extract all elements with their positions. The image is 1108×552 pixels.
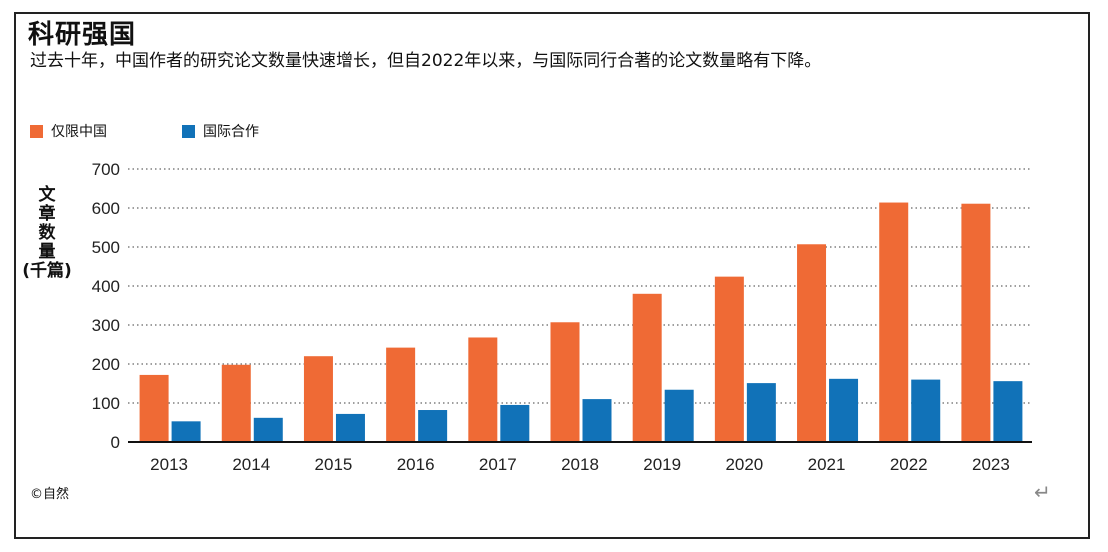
bar-china-only-2018 [550,322,580,442]
y-tick-label: 600 [92,199,120,218]
y-axis-label: 文 章 数 量 (千篇) [22,186,72,281]
x-tick-label: 2018 [561,455,599,474]
y-tick-label: 100 [92,394,120,413]
legend-swatch-china-only [30,124,43,138]
bar-china-only-2015 [303,356,333,442]
y-axis-label-line: (千篇) [22,261,72,281]
y-axis-label-line: 数 [38,223,56,243]
y-tick-label: 700 [92,160,120,179]
bar-china-only-2019 [632,293,662,442]
y-tick-label: 0 [111,433,120,452]
bar-china-only-2022 [879,202,909,442]
y-tick-label: 400 [92,277,120,296]
x-tick-label: 2020 [725,455,763,474]
y-tick-label: 500 [92,238,120,257]
bar-china-only-2017 [468,337,498,442]
x-tick-label: 2013 [150,455,188,474]
x-tick-label: 2023 [972,455,1010,474]
bar-international-2023 [993,381,1023,442]
legend-label-international: 国际合作 [203,124,259,140]
x-tick-label: 2014 [232,455,270,474]
y-axis-label-line: 量 [38,242,56,262]
bar-china-only-2020 [714,276,744,442]
bar-china-only-2021 [797,244,827,442]
bar-china-only-2014 [221,364,251,442]
bar-china-only-2016 [386,347,416,442]
bar-china-only-2023 [961,203,991,442]
bar-china-only-2013 [139,374,169,442]
bar-international-2016 [418,410,448,442]
y-tick-label: 200 [92,355,120,374]
bar-international-2018 [582,399,612,442]
bar-international-2013 [171,421,201,442]
chart-title: 科研强国 [28,20,137,50]
x-tick-label: 2016 [397,455,435,474]
figure-frame [14,12,1090,539]
legend-swatch-international [182,124,195,138]
x-tick-label: 2022 [890,455,928,474]
x-tick-label: 2015 [315,455,353,474]
bar-international-2015 [335,413,365,442]
y-axis-label-line: 章 [38,204,56,224]
chart-subtitle: 过去十年，中国作者的研究论文数量快速增长，但自2022年以来，与国际同行合著的论… [30,51,822,71]
legend-item-international: 国际合作 [182,121,259,141]
legend-label-china-only: 仅限中国 [51,124,107,140]
bar-international-2021 [829,378,859,442]
legend: 仅限中国 国际合作 [30,121,334,141]
x-tick-label: 2019 [643,455,681,474]
x-tick-label: 2021 [808,455,846,474]
bar-international-2017 [500,404,530,442]
legend-item-china-only: 仅限中国 [30,121,107,141]
y-tick-label: 300 [92,316,120,335]
bar-international-2022 [911,379,941,442]
y-axis-label-line: 文 [38,185,56,205]
return-symbol: ↵ [1034,480,1051,504]
x-tick-label: 2017 [479,455,517,474]
bar-international-2020 [746,383,776,442]
bar-international-2014 [253,417,283,442]
source-credit: ©自然 [30,487,70,502]
bar-international-2019 [664,389,694,442]
